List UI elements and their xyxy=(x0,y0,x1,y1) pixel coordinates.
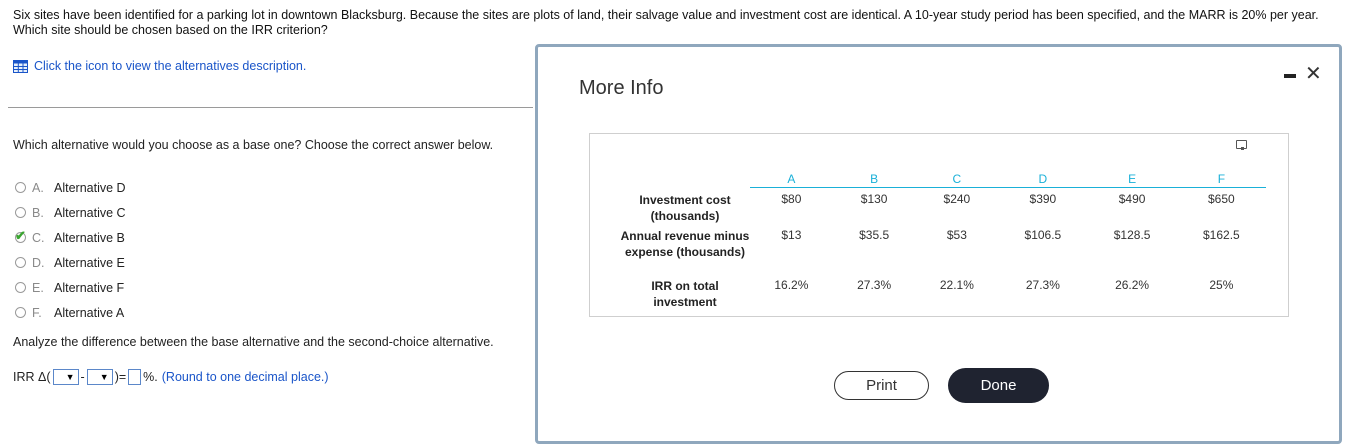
question-text: Which alternative would you choose as a … xyxy=(13,138,494,152)
table-cell: 16.2% xyxy=(774,277,809,292)
option-label: Alternative D xyxy=(54,180,126,195)
radio-button[interactable] xyxy=(15,282,26,293)
row-label: Annual revenue minus expense (thousands) xyxy=(620,228,750,259)
table-cell: $490 xyxy=(1118,192,1146,206)
radio-button[interactable] xyxy=(15,307,26,318)
dropdown-arrow-icon: ▼ xyxy=(99,372,109,382)
radio-button[interactable] xyxy=(15,182,26,193)
table-cell: $53 xyxy=(946,227,967,242)
radio-button[interactable] xyxy=(15,207,26,218)
option-label: Alternative B xyxy=(54,230,125,245)
table-cell: $130 xyxy=(860,192,888,206)
irr-dash: - xyxy=(80,370,85,384)
table-cell: $390 xyxy=(1029,192,1057,206)
alternatives-link-text[interactable]: Click the icon to view the alternatives … xyxy=(34,59,307,73)
table-cell: $106.5 xyxy=(1024,227,1062,242)
copy-icon[interactable] xyxy=(1236,140,1247,150)
column-header: D xyxy=(998,171,1088,188)
table-cell: 27.3% xyxy=(857,277,892,292)
column-header: E xyxy=(1087,171,1177,188)
dialog-title: More Info xyxy=(579,77,664,99)
table-header-row: A B C D E F xyxy=(620,171,1266,188)
irr-value-input[interactable] xyxy=(128,369,142,385)
irr-percent: %. xyxy=(143,370,158,384)
check-icon: ✔ xyxy=(15,228,26,243)
option-label: Alternative C xyxy=(54,205,126,220)
table-row: Investment cost (thousands) $80 $130 $24… xyxy=(620,188,1266,224)
option-letter: C. xyxy=(32,230,45,245)
option-a[interactable]: A. Alternative D xyxy=(15,175,126,200)
option-label: Alternative E xyxy=(54,255,125,270)
close-icon[interactable]: ✕ xyxy=(1305,63,1322,85)
table-cell: $650 xyxy=(1208,192,1235,206)
table-cell: $128.5 xyxy=(1113,227,1151,242)
table-cell: $13 xyxy=(781,227,802,242)
print-button[interactable]: Print xyxy=(834,371,929,400)
more-info-dialog: More Info ✕ A B C D E F Investment cost … xyxy=(535,44,1342,444)
alternatives-table: A B C D E F Investment cost (thousands) … xyxy=(620,171,1266,310)
option-b[interactable]: B. Alternative C xyxy=(15,200,126,225)
minimize-icon[interactable] xyxy=(1284,74,1296,78)
option-e[interactable]: E. Alternative F xyxy=(15,275,126,300)
radio-button-selected[interactable]: ✔ xyxy=(15,228,26,243)
problem-statement: Six sites have been identified for a par… xyxy=(13,8,1319,37)
table-cell: $240 xyxy=(943,192,971,206)
divider xyxy=(8,107,533,108)
option-letter: D. xyxy=(32,255,45,270)
radio-button[interactable] xyxy=(15,257,26,268)
option-c[interactable]: ✔ C. Alternative B xyxy=(15,225,126,250)
row-label: Investment cost (thousands) xyxy=(639,192,731,223)
irr-close: ) xyxy=(114,370,119,384)
option-letter: B. xyxy=(32,205,44,220)
alternatives-table-panel: A B C D E F Investment cost (thousands) … xyxy=(589,133,1289,317)
column-header: A xyxy=(750,171,833,188)
table-icon[interactable] xyxy=(13,59,28,73)
table-cell: 22.1% xyxy=(939,277,974,292)
column-header: C xyxy=(915,171,999,188)
table-cell: $35.5 xyxy=(859,227,890,242)
option-letter: F. xyxy=(32,305,42,320)
table-corner xyxy=(620,171,750,188)
table-cell: $162.5 xyxy=(1203,227,1240,242)
option-letter: A. xyxy=(32,180,44,195)
table-row: IRR on total investment 16.2% 27.3% 22.1… xyxy=(620,274,1266,310)
answer-options: A. Alternative D B. Alternative C ✔ C. A… xyxy=(15,175,126,325)
irr-answer-row: IRR Δ( ▼ - ▼ ) = %. (Round to one decima… xyxy=(13,369,329,385)
table-cell: 27.3% xyxy=(1025,277,1060,292)
option-label: Alternative A xyxy=(54,305,125,320)
second-alternative-dropdown[interactable]: ▼ xyxy=(86,369,113,385)
analyze-text: Analyze the difference between the base … xyxy=(13,335,494,349)
alternatives-link[interactable]: Click the icon to view the alternatives … xyxy=(13,59,306,73)
table-cell: 25% xyxy=(1209,277,1234,292)
done-button[interactable]: Done xyxy=(948,368,1049,403)
column-header: B xyxy=(832,171,916,188)
irr-equals: = xyxy=(118,370,127,384)
table-row: Annual revenue minus expense (thousands)… xyxy=(620,224,1266,274)
table-cell: $80 xyxy=(781,192,802,206)
option-f[interactable]: F. Alternative A xyxy=(15,300,126,325)
option-letter: E. xyxy=(32,280,44,295)
dropdown-arrow-icon: ▼ xyxy=(65,372,75,382)
option-label: Alternative F xyxy=(54,280,125,295)
row-label: IRR on total investment xyxy=(651,278,719,309)
table-cell: 26.2% xyxy=(1115,277,1150,292)
option-d[interactable]: D. Alternative E xyxy=(15,250,126,275)
column-header: F xyxy=(1176,171,1266,188)
round-note: (Round to one decimal place.) xyxy=(161,370,329,384)
first-alternative-dropdown[interactable]: ▼ xyxy=(52,369,79,385)
irr-prefix: IRR Δ( xyxy=(13,370,51,384)
